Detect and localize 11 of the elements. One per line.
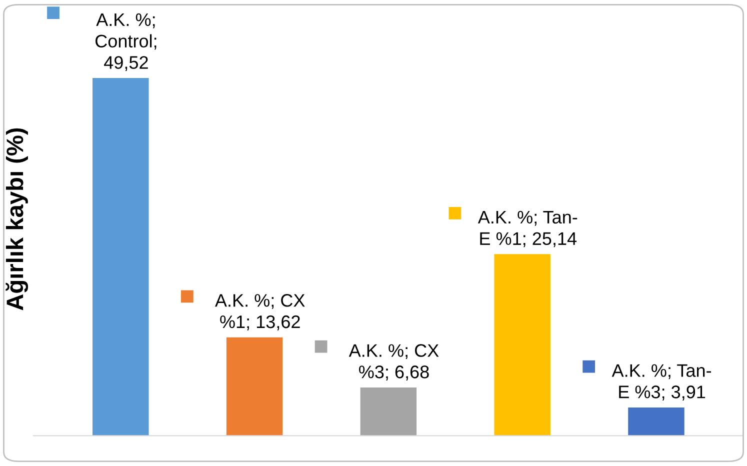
bar [92,78,149,436]
bar [226,337,283,436]
data-label: A.K. %; Tan- E %1; 25,14 [478,210,578,248]
data-label: A.K. %; CX %1; 13,62 [214,294,305,330]
bar [360,387,417,436]
data-label: A.K. %; Control; 49,52 [96,13,156,72]
data-label: A.K. %; CX %3; 6,68 [348,344,439,380]
bar [494,254,550,436]
y-axis-title: Ağırlık kaybı (%) [6,128,28,310]
data-label: A.K. %; Tan- E %3; 3,91 [612,364,711,400]
bar [628,407,684,436]
